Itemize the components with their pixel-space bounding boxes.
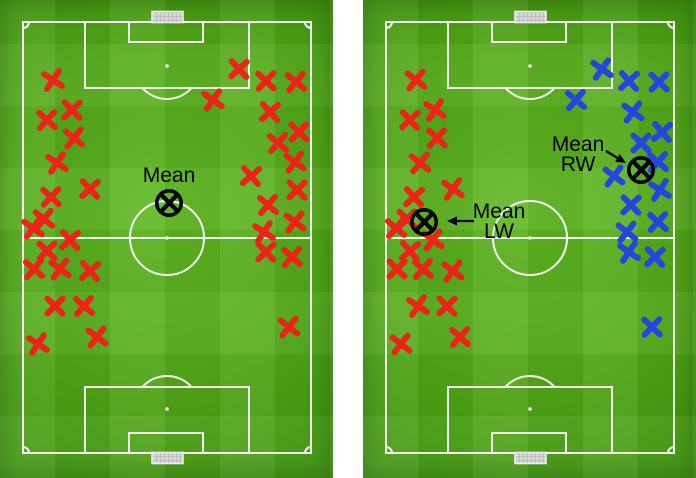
event-x-marker xyxy=(382,214,410,242)
event-x-marker xyxy=(76,257,104,285)
event-x-marker xyxy=(648,118,676,146)
event-x-marker xyxy=(402,66,430,94)
event-x-marker xyxy=(439,257,467,285)
event-x-marker xyxy=(275,313,303,341)
event-x-marker xyxy=(30,205,58,233)
event-x-marker xyxy=(646,176,674,204)
pitch-panel-all-positions: Mean xyxy=(0,0,333,478)
goal-net-bottom xyxy=(151,451,184,465)
event-x-marker xyxy=(19,214,47,242)
event-x-marker xyxy=(252,238,280,266)
event-x-marker xyxy=(406,149,434,177)
event-x-marker xyxy=(46,255,74,283)
event-x-marker xyxy=(33,106,61,134)
event-x-marker xyxy=(252,67,280,95)
event-x-marker xyxy=(24,330,52,358)
mean-marker xyxy=(152,186,186,220)
event-x-marker xyxy=(613,218,641,246)
event-x-marker xyxy=(645,68,673,96)
event-x-marker xyxy=(404,292,432,320)
event-x-marker xyxy=(254,191,282,219)
event-x-marker xyxy=(641,243,669,271)
event-x-marker xyxy=(282,68,310,96)
pitch-panel-lw-rw-split: Mean LW Mean RW xyxy=(363,0,696,478)
event-x-marker xyxy=(400,183,428,211)
event-x-marker xyxy=(285,118,313,146)
event-x-marker xyxy=(264,129,292,157)
event-x-marker xyxy=(283,176,311,204)
mean-label: Mean LW xyxy=(472,200,526,243)
goal-net-bottom xyxy=(514,451,547,465)
goal-net-top xyxy=(514,10,547,24)
event-x-marker xyxy=(421,96,449,124)
event-x-marker xyxy=(281,208,309,236)
event-x-marker xyxy=(439,175,467,203)
event-x-marker xyxy=(615,67,643,95)
event-x-marker xyxy=(387,330,415,358)
event-x-marker xyxy=(58,96,86,124)
event-x-marker xyxy=(638,313,666,341)
event-x-marker xyxy=(396,106,424,134)
event-x-marker xyxy=(627,129,655,157)
goal-net-top xyxy=(151,10,184,24)
event-x-marker xyxy=(617,191,645,219)
mean-label: Mean xyxy=(142,164,196,187)
event-x-marker xyxy=(20,255,48,283)
event-x-marker xyxy=(281,148,309,176)
event-x-marker xyxy=(423,124,451,152)
event-x-marker xyxy=(39,66,67,94)
event-x-marker xyxy=(76,175,104,203)
event-x-marker xyxy=(37,183,65,211)
mean-label: Mean RW xyxy=(551,133,605,176)
event-x-marker xyxy=(41,292,69,320)
event-x-marker xyxy=(433,292,461,320)
event-x-marker xyxy=(383,255,411,283)
pitch-lines xyxy=(385,10,675,465)
event-x-marker xyxy=(237,162,265,190)
event-x-marker xyxy=(256,98,284,126)
event-x-marker xyxy=(250,218,278,246)
event-x-marker xyxy=(600,162,628,190)
event-x-marker xyxy=(43,149,71,177)
event-x-marker xyxy=(396,237,424,265)
event-x-marker xyxy=(60,124,88,152)
mean-marker xyxy=(407,205,441,239)
event-x-marker xyxy=(588,55,616,83)
event-x-marker xyxy=(56,226,84,254)
event-x-marker xyxy=(199,86,227,114)
event-x-marker xyxy=(409,255,437,283)
event-x-marker xyxy=(419,226,447,254)
event-x-marker xyxy=(278,243,306,271)
marker-layer: Mean LW Mean RW xyxy=(363,0,696,478)
mean-marker xyxy=(624,153,658,187)
event-x-marker xyxy=(619,98,647,126)
event-x-marker xyxy=(225,55,253,83)
event-x-marker xyxy=(33,237,61,265)
event-x-marker xyxy=(83,323,111,351)
marker-layer: Mean xyxy=(0,0,333,478)
event-x-marker xyxy=(615,238,643,266)
event-x-marker xyxy=(644,208,672,236)
event-x-marker xyxy=(562,86,590,114)
event-x-marker xyxy=(70,292,98,320)
event-x-marker xyxy=(446,323,474,351)
